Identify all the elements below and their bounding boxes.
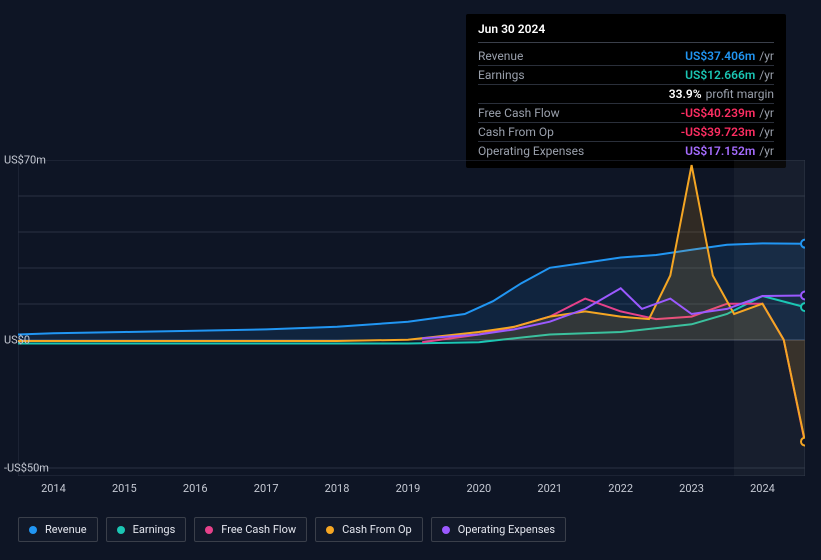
tooltip-row-value: -US$39.723m [681,125,756,139]
tooltip-row-unit: /yr [759,68,774,82]
tooltip-profit-margin: 33.9%profit margin [478,85,774,104]
tooltip-row-label: Operating Expenses [478,144,685,158]
tooltip-date: Jun 30 2024 [478,22,774,43]
tooltip-row: Earnings US$12.666m /yr [478,66,774,85]
legend-swatch [117,526,125,534]
legend-swatch [29,526,37,534]
x-axis-label: 2014 [41,482,66,495]
legend-label: Free Cash Flow [221,523,296,536]
legend-swatch [205,526,213,534]
tooltip-row: Cash From Op -US$39.723m /yr [478,123,774,142]
tooltip-row-label: Revenue [478,49,685,63]
tooltip-row-value: US$12.666m [685,68,755,82]
x-axis-label: 2018 [325,482,350,495]
tooltip-row-label: Earnings [478,68,685,82]
tooltip-row: Free Cash Flow -US$40.239m /yr [478,104,774,123]
x-axis-label: 2024 [750,482,775,495]
tooltip-row-value: US$17.152m [685,144,755,158]
chart-svg [18,160,805,476]
legend-label: Cash From Op [342,523,412,536]
legend-swatch [442,526,450,534]
x-axis-label: 2021 [537,482,562,495]
legend-label: Earnings [133,523,176,536]
legend-item-earnings[interactable]: Earnings [106,517,187,542]
y-axis-label: US$70m [4,154,46,167]
tooltip-row: Revenue US$37.406m /yr [478,47,774,66]
tooltip-row-label: Cash From Op [478,125,681,139]
y-axis-label: US$0 [4,334,30,347]
x-axis-label: 2016 [183,482,208,495]
x-axis-label: 2023 [679,482,704,495]
legend-item-operating-expenses[interactable]: Operating Expenses [431,517,566,542]
tooltip-row-unit: /yr [759,125,774,139]
legend: Revenue Earnings Free Cash Flow Cash Fro… [18,517,566,542]
x-axis-labels: 2014 2015 2016 2017 2018 2019 2020 2021 2022 2023… [18,482,805,498]
tooltip-row-unit: /yr [759,49,774,63]
tooltip-row-label: Free Cash Flow [478,106,681,120]
x-axis-label: 2022 [608,482,633,495]
tooltip-row-unit: /yr [759,144,774,158]
y-axis-label: -US$50m [4,462,49,475]
data-tooltip: Jun 30 2024 Revenue US$37.406m /yrEarnin… [466,14,786,168]
legend-item-cash-from-op[interactable]: Cash From Op [315,517,423,542]
tooltip-row: Operating Expenses US$17.152m /yr [478,142,774,160]
legend-label: Operating Expenses [458,523,555,536]
tooltip-row-value: -US$40.239m [681,106,756,120]
x-axis-label: 2015 [112,482,137,495]
tooltip-row-value: US$37.406m [685,49,755,63]
x-axis-label: 2017 [254,482,279,495]
x-axis-label: 2020 [466,482,491,495]
tooltip-row-unit: /yr [759,106,774,120]
legend-swatch [326,526,334,534]
x-axis-label: 2019 [396,482,421,495]
legend-item-free-cash-flow[interactable]: Free Cash Flow [194,517,307,542]
legend-item-revenue[interactable]: Revenue [18,517,98,542]
legend-label: Revenue [45,523,87,536]
chart-area[interactable] [18,160,805,476]
